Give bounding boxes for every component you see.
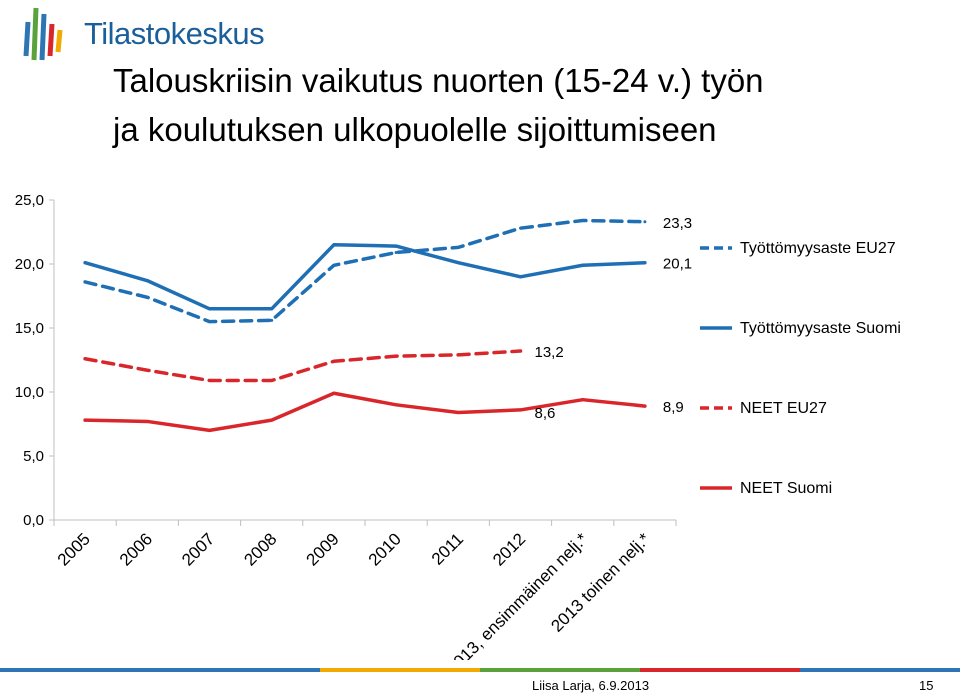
data-point [270, 307, 274, 311]
page-title: Talouskriisin vaikutus nuorten (15-24 v.… [113, 56, 933, 154]
series-line [83, 349, 523, 383]
data-point [394, 250, 398, 254]
footer: Liisa Larja, 6.9.2013 15 [0, 668, 960, 695]
x-tick-label: 2009 [303, 529, 343, 569]
y-tick-label: 20,0 [15, 256, 44, 273]
series-line [83, 243, 647, 311]
data-point [519, 408, 522, 412]
data-point [456, 353, 460, 357]
data-point [332, 243, 336, 247]
legend-label: Työttömyysaste Suomi [740, 320, 901, 337]
data-point [145, 279, 149, 283]
line-chart: 0,0 5,0 10,0 15,0 20,0 25,0 2005 2006 2007 2008 20… [15, 192, 901, 660]
logo-text: Tilastokeskus [84, 16, 265, 51]
data-point [83, 418, 87, 422]
data-point [145, 368, 149, 372]
data-point [581, 263, 585, 267]
footer-bar-segment [0, 668, 160, 672]
footer-bar-segment [160, 668, 320, 672]
data-point [394, 403, 398, 407]
series-line [83, 391, 647, 433]
data-point [394, 354, 398, 358]
data-point [83, 261, 87, 265]
series-line [83, 218, 647, 324]
footer-color-bar [0, 668, 960, 672]
data-label: 13,2 [535, 344, 564, 361]
data-point [270, 418, 274, 422]
data-label: 8,6 [535, 405, 556, 422]
footer-author: Liisa Larja, 6.9.2013 [532, 678, 650, 693]
data-point [581, 398, 585, 402]
logo-mark-icon [23, 7, 63, 61]
footer-bar-segment [640, 668, 800, 672]
y-tick-label: 15,0 [15, 320, 44, 337]
x-tick-label: 2007 [178, 529, 218, 569]
data-point [208, 428, 211, 432]
data-point [643, 261, 647, 265]
data-point [643, 404, 647, 408]
data-point [581, 218, 585, 222]
y-tick-label: 25,0 [15, 192, 44, 209]
data-point [208, 320, 211, 324]
x-tick-label: 2006 [116, 529, 156, 569]
y-tick-label: 5,0 [23, 448, 44, 465]
data-point [270, 378, 274, 382]
x-tick-label: 2008 [240, 529, 280, 569]
x-tick-label: 2005 [54, 529, 94, 569]
footer-bar-segment [800, 668, 960, 672]
data-point [456, 410, 460, 414]
data-point [145, 295, 149, 299]
data-point [145, 419, 149, 423]
title-line-1: Talouskriisin vaikutus nuorten (15-24 v.… [113, 62, 764, 99]
data-label: 23,3 [663, 215, 692, 232]
tilastokeskus-logo: Tilastokeskus [18, 4, 278, 64]
data-point [519, 226, 522, 230]
data-point [456, 261, 460, 265]
data-point [270, 318, 274, 322]
data-point [332, 391, 336, 395]
x-tick-label: 2010 [365, 529, 405, 569]
legend-label: Työttömyysaste EU27 [740, 240, 896, 257]
title-line-2: ja koulutuksen ulkopuolelle sijoittumise… [113, 111, 717, 148]
page-number: 15 [919, 678, 934, 693]
x-tick-label: 2012 [489, 529, 529, 569]
data-point [208, 378, 211, 382]
data-point [83, 280, 87, 284]
data-point [332, 359, 336, 363]
y-tick-label: 10,0 [15, 384, 44, 401]
footer-bar-segment [320, 668, 480, 672]
data-point [208, 307, 211, 311]
data-point [456, 245, 460, 249]
data-label: 8,9 [663, 399, 684, 416]
data-label: 20,1 [663, 256, 692, 273]
legend-label: NEET Suomi [740, 480, 832, 497]
y-tick-label: 0,0 [23, 512, 44, 529]
data-point [394, 244, 398, 248]
data-point [519, 349, 522, 353]
data-point [519, 275, 522, 279]
data-point [332, 263, 336, 267]
legend-label: NEET EU27 [740, 400, 827, 417]
x-tick-label: 2011 [428, 529, 467, 568]
data-point [643, 220, 647, 224]
footer-bar-segment [480, 668, 640, 672]
data-point [83, 357, 87, 361]
